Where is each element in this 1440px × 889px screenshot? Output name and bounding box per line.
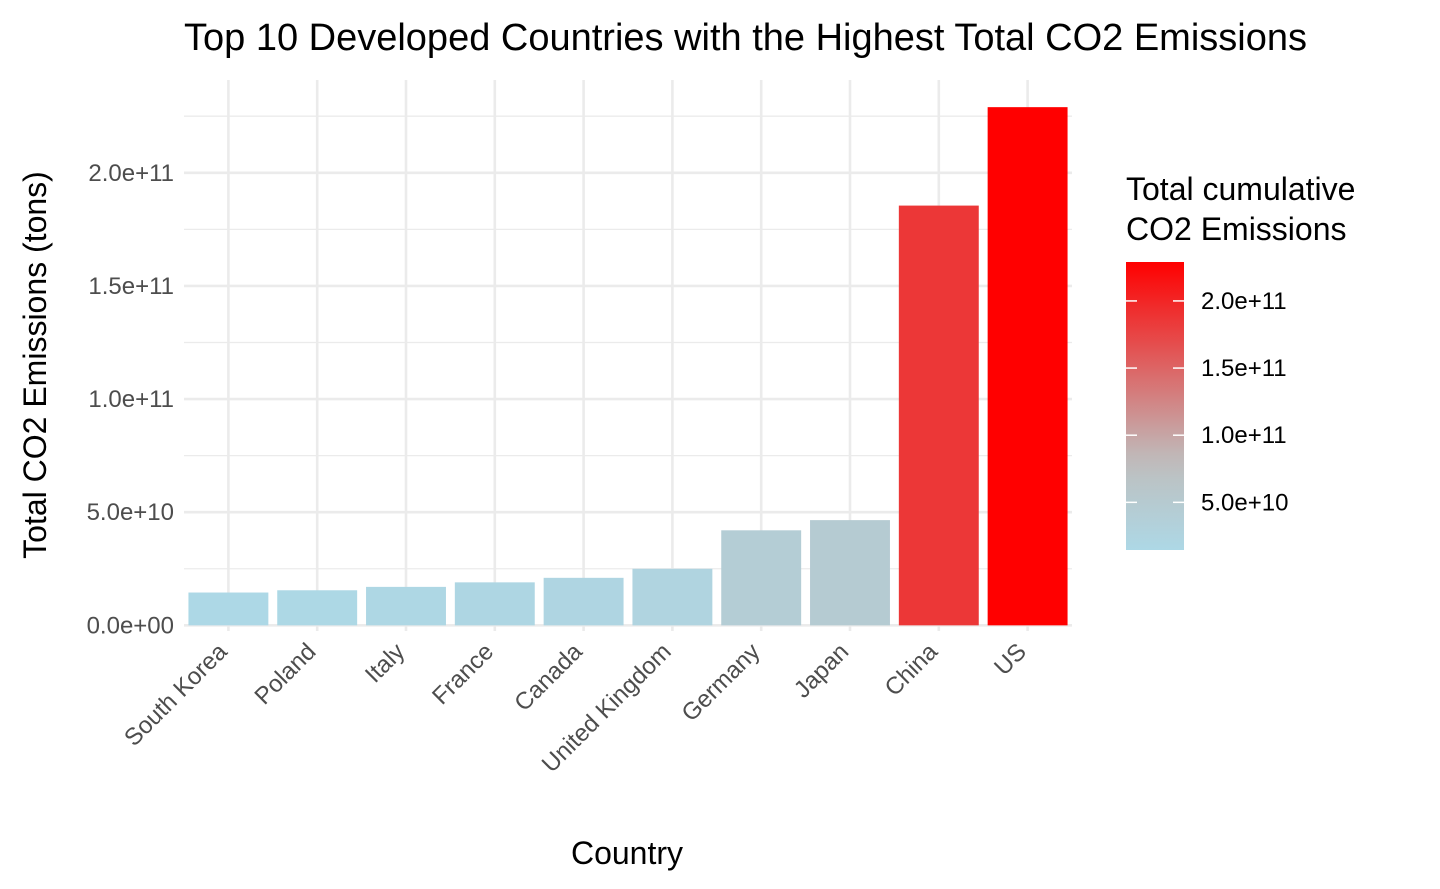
x-axis-ticks: South Korea Poland Italy France CanadaUnited… [119,638,1032,778]
bars [188,107,1068,626]
bar [188,592,269,626]
y-tick-label: 2.0e+11 [88,160,174,187]
bar [366,586,446,626]
legend-title-line-1: Total cumulative [1126,171,1355,207]
y-axis-label: Total CO2 Emissions (tons) [17,171,53,559]
legend-tick-label: 2.0e+11 [1201,288,1287,315]
y-tick-label: 0.0e+00 [87,612,174,639]
bar [543,577,624,626]
bar [277,590,358,626]
x-tick-label: Poland [250,638,322,710]
legend-title-line-2: CO2 Emissions [1126,211,1347,247]
grid [184,80,1072,631]
x-tick-label: South Korea [119,638,233,752]
legend-tick-label: 5.0e+10 [1201,489,1288,516]
x-tick-label: US [989,638,1032,681]
x-axis-label: Country [571,835,683,871]
legend-tick-label: 1.0e+11 [1201,422,1287,449]
y-tick-label: 5.0e+10 [87,499,174,526]
y-axis-ticks: 0.0e+00 5.0e+10 1.0e+11 1.5e+11 2.0e+11 [87,160,174,640]
x-tick-label: Italy [360,638,410,688]
legend-tick-label: 1.5e+11 [1201,355,1287,382]
y-tick-label: 1.0e+11 [88,386,174,413]
legend-ticks: 5.0e+10 1.0e+11 1.5e+11 2.0e+11 [1126,288,1288,516]
bar [810,520,890,626]
chart-title: Top 10 Developed Countries with the High… [184,17,1307,59]
bar [987,107,1068,626]
bar [721,530,802,626]
x-tick-label: Germany [677,638,766,727]
bar [898,205,979,626]
bar [632,568,713,626]
y-tick-label: 1.5e+11 [88,273,174,300]
x-tick-label: China [880,638,944,702]
x-tick-label: Japan [789,638,854,703]
x-tick-label: Canada [509,638,588,717]
bar [454,582,535,626]
legend-colorbar [1126,262,1184,550]
legend: Total cumulative CO2 Emissions 5.0e+10 1.… [1126,171,1355,550]
x-tick-label: France [427,638,499,710]
